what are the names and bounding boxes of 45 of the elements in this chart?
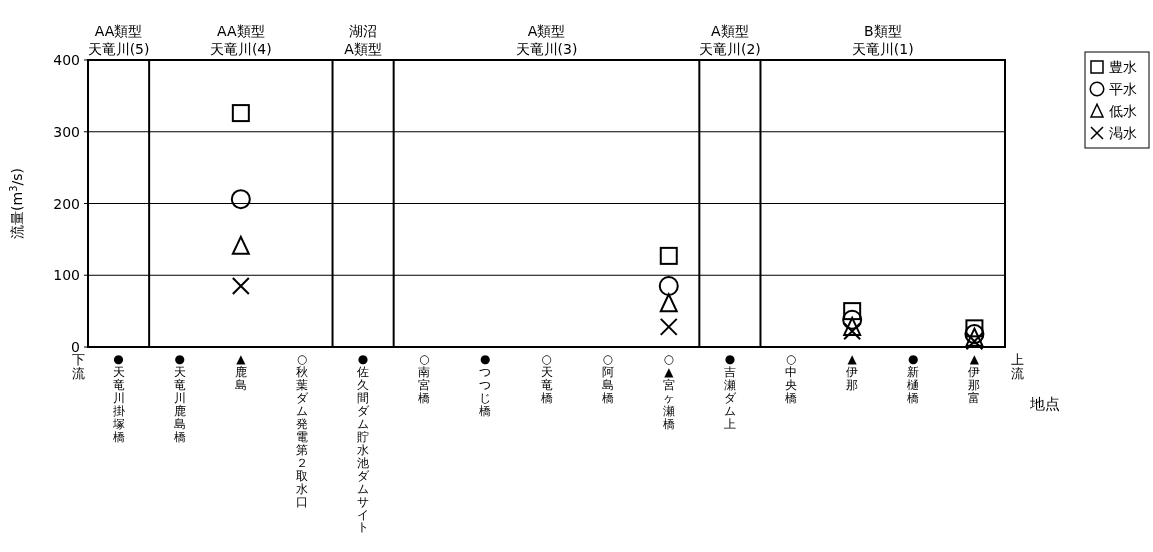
x-tick-label: ▲伊那富 xyxy=(968,352,981,405)
y-tick-label: 200 xyxy=(53,195,80,212)
y-tick-label: 0 xyxy=(71,339,80,355)
legend-label: 平水 xyxy=(1109,81,1137,97)
text: AA類型天竜川(4) xyxy=(209,23,272,57)
x-tick-label: ●吉瀬ダム上 xyxy=(723,352,737,431)
y-tick-label: 400 xyxy=(53,52,80,68)
x-tick-label: ●新樋橋 xyxy=(907,352,920,405)
point xyxy=(231,104,250,123)
category-label: ○秋葉ダム発電第２取水口 xyxy=(295,352,308,509)
point xyxy=(231,235,250,255)
text: A類型天竜川(2) xyxy=(698,23,761,57)
x-tick-label: ●天竜川掛塚橋 xyxy=(111,352,125,444)
point xyxy=(843,302,862,321)
point xyxy=(659,317,678,336)
text: 湖沼A類型 xyxy=(344,23,382,57)
legend-label: 低水 xyxy=(1109,103,1137,119)
text: AA類型天竜川(5) xyxy=(87,23,150,57)
point xyxy=(231,277,250,296)
x-axis-title: 地点 xyxy=(1029,395,1060,413)
point xyxy=(659,246,678,265)
x-tick-label: ○▲宮ヶ瀬橋 xyxy=(662,352,675,431)
point xyxy=(658,276,679,297)
point xyxy=(230,189,251,210)
point xyxy=(843,316,862,336)
x-tick-label: ●つつじ橋 xyxy=(479,352,492,418)
x-tick-label: ○中央橋 xyxy=(785,352,798,405)
y-tick-label: 100 xyxy=(53,267,80,284)
legend-label: 渇水 xyxy=(1109,125,1137,141)
x-tick-label: ○阿島橋 xyxy=(601,352,614,405)
text: A類型天竜川(3) xyxy=(515,23,578,57)
category-label: ●佐久間ダム貯水池ダムサイト xyxy=(357,352,370,535)
x-tick-label: ▲鹿島 xyxy=(234,352,247,392)
text: 上流 xyxy=(1010,352,1024,382)
x-tick-label: ○南宮橋 xyxy=(418,352,431,405)
point xyxy=(842,309,863,330)
point xyxy=(659,293,678,313)
text: 下流 xyxy=(71,352,85,382)
point xyxy=(965,319,984,338)
x-tick-label: ●天竜川鹿島橋 xyxy=(173,352,186,444)
x-tick-label: ○天竜橋 xyxy=(540,352,553,405)
text: B類型天竜川(1) xyxy=(851,23,914,57)
legend-label: 豊水 xyxy=(1109,59,1137,75)
y-tick-label: 300 xyxy=(53,123,80,140)
x-tick-label: ▲伊那 xyxy=(846,352,859,392)
